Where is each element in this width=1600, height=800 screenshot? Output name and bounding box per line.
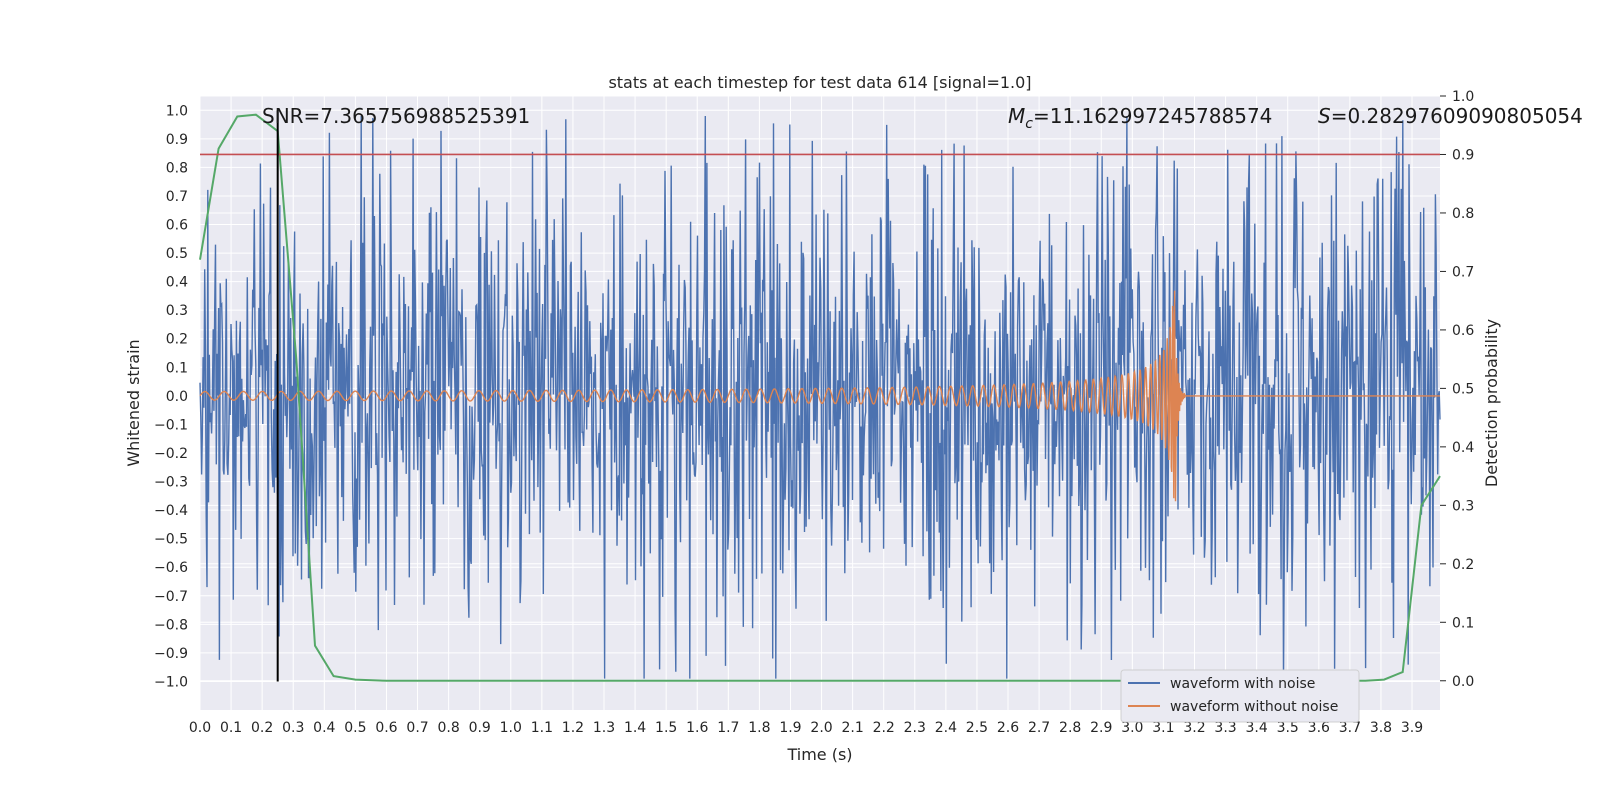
y2-tick-0.2: 0.2 xyxy=(1452,557,1474,573)
x-tick-2.5: 2.5 xyxy=(966,720,988,736)
y-tick-0.5: 0.5 xyxy=(166,246,188,262)
y-tick-−0.1: −0.1 xyxy=(154,417,188,433)
x-tick-2.7: 2.7 xyxy=(1028,720,1050,736)
y-tick-0.0: 0.0 xyxy=(166,389,188,405)
y-tick-1.0: 1.0 xyxy=(166,103,188,119)
y2-tick-0.7: 0.7 xyxy=(1452,264,1474,280)
y2-tick-1.0: 1.0 xyxy=(1452,89,1474,105)
y-tick-−0.3: −0.3 xyxy=(154,475,188,491)
y-tick-0.4: 0.4 xyxy=(166,275,188,291)
y-tick-−0.5: −0.5 xyxy=(154,532,188,548)
y2-tick-0.3: 0.3 xyxy=(1452,498,1474,514)
x-tick-2.6: 2.6 xyxy=(997,720,1019,736)
y2-axis-label: Detection probability xyxy=(1482,319,1501,487)
x-tick-3.0: 3.0 xyxy=(1121,720,1143,736)
series-detection-probability xyxy=(199,113,1441,682)
chirp-mass-annotation: Mc=11.162997245788574 xyxy=(1008,104,1272,132)
x-tick-3.3: 3.3 xyxy=(1214,720,1236,736)
chart-title: stats at each timestep for test data 614… xyxy=(608,73,1031,92)
x-tick-3.6: 3.6 xyxy=(1308,720,1330,736)
y2-tick-0.8: 0.8 xyxy=(1452,206,1474,222)
series-waveform-without-noise xyxy=(199,290,1440,502)
x-tick-0.0: 0.0 xyxy=(189,720,211,736)
y-tick-−0.6: −0.6 xyxy=(154,560,188,576)
y-tick-−0.7: −0.7 xyxy=(154,589,188,605)
x-tick-1.6: 1.6 xyxy=(686,720,708,736)
x-tick-2.8: 2.8 xyxy=(1059,720,1081,736)
x-tick-1.4: 1.4 xyxy=(624,720,646,736)
x-tick-0.7: 0.7 xyxy=(406,720,428,736)
y-axis-label: Whitened strain xyxy=(124,339,143,466)
y-tick-0.6: 0.6 xyxy=(166,218,188,234)
y-tick-0.7: 0.7 xyxy=(166,189,188,205)
y-tick-0.8: 0.8 xyxy=(166,160,188,176)
x-tick-0.1: 0.1 xyxy=(220,720,242,736)
y-tick-0.2: 0.2 xyxy=(166,332,188,348)
x-tick-0.8: 0.8 xyxy=(437,720,459,736)
x-tick-0.2: 0.2 xyxy=(251,720,273,736)
x-tick-1.5: 1.5 xyxy=(655,720,677,736)
x-tick-2.2: 2.2 xyxy=(873,720,895,736)
x-tick-0.5: 0.5 xyxy=(344,720,366,736)
x-tick-1.2: 1.2 xyxy=(562,720,584,736)
x-tick-labels: 0.0 0.1 0.2 0.3 0.4 0.5 0.6 0.7 0.8 0.9 1.0 1.1 1.2 1… xyxy=(189,720,1423,736)
legend-label-noise: waveform with noise xyxy=(1170,676,1315,692)
y-tick-labels: 1.0 0.9 0.8 0.7 0.6 0.5 0.4 0.3 0.2 0.1 0.0 −0.1 −0.… xyxy=(154,103,188,690)
x-tick-1.1: 1.1 xyxy=(531,720,553,736)
y-tick-−1.0: −1.0 xyxy=(154,674,188,690)
x-tick-3.8: 3.8 xyxy=(1370,720,1392,736)
y-tick-0.1: 0.1 xyxy=(166,360,188,376)
y2-tick-0.6: 0.6 xyxy=(1452,323,1474,339)
x-tick-2.9: 2.9 xyxy=(1090,720,1112,736)
y2-tick-0.9: 0.9 xyxy=(1452,147,1474,163)
x-tick-0.6: 0.6 xyxy=(375,720,397,736)
y-tick-0.3: 0.3 xyxy=(166,303,188,319)
x-tick-3.2: 3.2 xyxy=(1183,720,1205,736)
x-tick-1.0: 1.0 xyxy=(500,720,522,736)
reference-lines xyxy=(200,110,1440,682)
y-tick-0.9: 0.9 xyxy=(166,132,188,148)
noise-line xyxy=(199,115,1441,679)
y2-tick-0.5: 0.5 xyxy=(1452,381,1474,397)
y-tick-−0.4: −0.4 xyxy=(154,503,188,519)
x-tick-3.1: 3.1 xyxy=(1152,720,1174,736)
x-tick-2.3: 2.3 xyxy=(904,720,926,736)
x-tick-0.3: 0.3 xyxy=(282,720,304,736)
spin-annotation: S=0.28297609090805054 xyxy=(1318,104,1583,128)
clean-line xyxy=(199,290,1440,502)
x-tick-1.7: 1.7 xyxy=(717,720,739,736)
x-tick-3.9: 3.9 xyxy=(1401,720,1423,736)
snr-annotation: SNR=7.365756988525391 xyxy=(262,104,530,128)
x-tick-2.0: 2.0 xyxy=(810,720,832,736)
legend-label-clean: waveform without noise xyxy=(1170,699,1338,715)
x-tick-0.4: 0.4 xyxy=(313,720,335,736)
x-tick-1.8: 1.8 xyxy=(748,720,770,736)
y2-tick-0.4: 0.4 xyxy=(1452,440,1474,456)
y2-tick-0.1: 0.1 xyxy=(1452,615,1474,631)
legend: waveform with noise waveform without noi… xyxy=(1120,669,1360,723)
x-tick-0.9: 0.9 xyxy=(469,720,491,736)
y-tick-−0.2: −0.2 xyxy=(154,446,188,462)
y-tick-−0.8: −0.8 xyxy=(154,617,188,633)
x-tick-3.7: 3.7 xyxy=(1339,720,1361,736)
x-tick-3.4: 3.4 xyxy=(1246,720,1268,736)
y-tick-−0.9: −0.9 xyxy=(154,646,188,662)
x-tick-3.5: 3.5 xyxy=(1277,720,1299,736)
x-tick-1.9: 1.9 xyxy=(779,720,801,736)
x-axis-label: Time (s) xyxy=(786,745,852,764)
probability-line xyxy=(199,113,1441,682)
series-waveform-with-noise xyxy=(199,115,1441,679)
x-tick-2.1: 2.1 xyxy=(841,720,863,736)
x-tick-1.3: 1.3 xyxy=(593,720,615,736)
legend-box xyxy=(1120,669,1360,723)
y2-tick-0.0: 0.0 xyxy=(1452,674,1474,690)
x-tick-2.4: 2.4 xyxy=(935,720,957,736)
y2-tick-labels: 1.0 0.9 0.8 0.7 0.6 0.5 0.4 0.3 0.2 0.1 0.0 xyxy=(1440,89,1474,690)
